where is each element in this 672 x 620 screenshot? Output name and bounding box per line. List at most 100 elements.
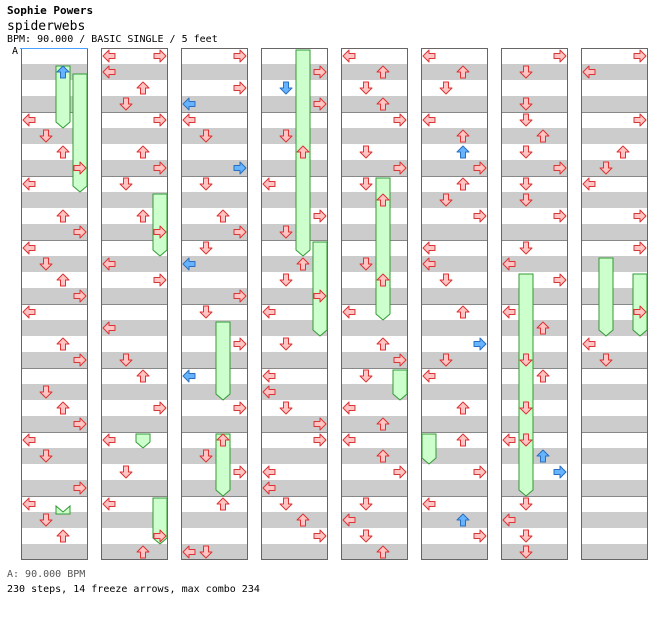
left-arrow — [182, 257, 196, 271]
beat-stripe — [501, 352, 568, 368]
up-arrow — [376, 97, 390, 111]
chart-column — [181, 48, 248, 560]
beat-stripe — [421, 96, 488, 112]
left-arrow — [422, 497, 436, 511]
right-arrow — [153, 273, 167, 287]
right-arrow — [313, 529, 327, 543]
beat-stripe — [101, 384, 168, 400]
beat-stripe — [501, 320, 568, 336]
up-arrow — [376, 273, 390, 287]
beat-stripe — [261, 64, 328, 80]
beat-stripe — [341, 224, 408, 240]
beat-stripe — [341, 512, 408, 528]
freeze-arrow — [598, 257, 614, 337]
beat-stripe — [421, 256, 488, 272]
freeze-arrow — [72, 73, 88, 193]
beat-stripe — [21, 352, 88, 368]
beat-stripe — [101, 448, 168, 464]
down-arrow — [199, 241, 213, 255]
down-arrow — [439, 273, 453, 287]
song-title: spiderwebs — [7, 19, 86, 34]
up-arrow — [56, 529, 70, 543]
freeze-arrow — [375, 177, 391, 321]
left-arrow — [502, 513, 516, 527]
beat-stripe — [501, 384, 568, 400]
beat-stripe — [501, 288, 568, 304]
down-arrow — [119, 353, 133, 367]
left-arrow — [102, 321, 116, 335]
left-arrow — [342, 49, 356, 63]
right-arrow — [73, 417, 87, 431]
beat-stripe — [581, 416, 648, 432]
beat-stripe — [21, 128, 88, 144]
beat-stripe — [181, 384, 248, 400]
left-arrow — [502, 305, 516, 319]
beat-stripe — [421, 544, 488, 560]
up-arrow — [456, 513, 470, 527]
column-border — [501, 48, 568, 560]
beat-stripe — [341, 256, 408, 272]
beat-stripe — [421, 384, 488, 400]
beat-stripe — [501, 128, 568, 144]
beat-stripe — [181, 512, 248, 528]
left-arrow — [102, 433, 116, 447]
beat-stripe — [181, 96, 248, 112]
beat-stripe — [421, 416, 488, 432]
down-arrow — [39, 513, 53, 527]
right-arrow — [633, 241, 647, 255]
beat-stripe — [21, 416, 88, 432]
beat-stripe — [421, 128, 488, 144]
beat-stripe — [101, 160, 168, 176]
down-arrow — [519, 193, 533, 207]
down-arrow — [279, 81, 293, 95]
right-arrow — [553, 465, 567, 479]
up-arrow — [136, 545, 150, 559]
left-arrow — [22, 177, 36, 191]
freeze-arrow — [632, 273, 648, 337]
right-arrow — [393, 113, 407, 127]
right-arrow — [393, 161, 407, 175]
beat-stripe — [21, 480, 88, 496]
beat-stripe — [101, 64, 168, 80]
beat-stripe — [261, 512, 328, 528]
left-arrow — [22, 497, 36, 511]
beat-stripe — [581, 192, 648, 208]
up-arrow — [56, 209, 70, 223]
beat-stripe — [261, 224, 328, 240]
down-arrow — [519, 545, 533, 559]
beat-stripe — [261, 448, 328, 464]
right-arrow — [553, 209, 567, 223]
up-arrow — [536, 369, 550, 383]
bpm-list: A: 90.000 BPM — [7, 569, 86, 580]
right-arrow — [553, 273, 567, 287]
beat-stripe — [581, 96, 648, 112]
chart-info: BPM: 90.000 / BASIC SINGLE / 5 feet — [7, 34, 218, 45]
beat-stripe — [421, 64, 488, 80]
right-arrow — [153, 113, 167, 127]
down-arrow — [439, 193, 453, 207]
beat-stripe — [501, 544, 568, 560]
beat-stripe — [261, 416, 328, 432]
beat-stripe — [421, 192, 488, 208]
left-arrow — [342, 305, 356, 319]
down-arrow — [519, 497, 533, 511]
up-arrow — [616, 145, 630, 159]
beat-stripe — [581, 512, 648, 528]
freeze-arrow — [55, 65, 71, 129]
beat-stripe — [101, 128, 168, 144]
beat-stripe — [581, 448, 648, 464]
up-arrow — [56, 401, 70, 415]
beat-stripe — [181, 288, 248, 304]
up-arrow — [296, 257, 310, 271]
beat-stripe — [21, 192, 88, 208]
beat-stripe — [421, 320, 488, 336]
column-border — [421, 48, 488, 560]
left-arrow — [262, 481, 276, 495]
beat-stripe — [21, 256, 88, 272]
left-arrow — [182, 545, 196, 559]
right-arrow — [473, 465, 487, 479]
beat-stripe — [501, 448, 568, 464]
right-arrow — [553, 161, 567, 175]
left-arrow — [182, 369, 196, 383]
beat-stripe — [341, 416, 408, 432]
